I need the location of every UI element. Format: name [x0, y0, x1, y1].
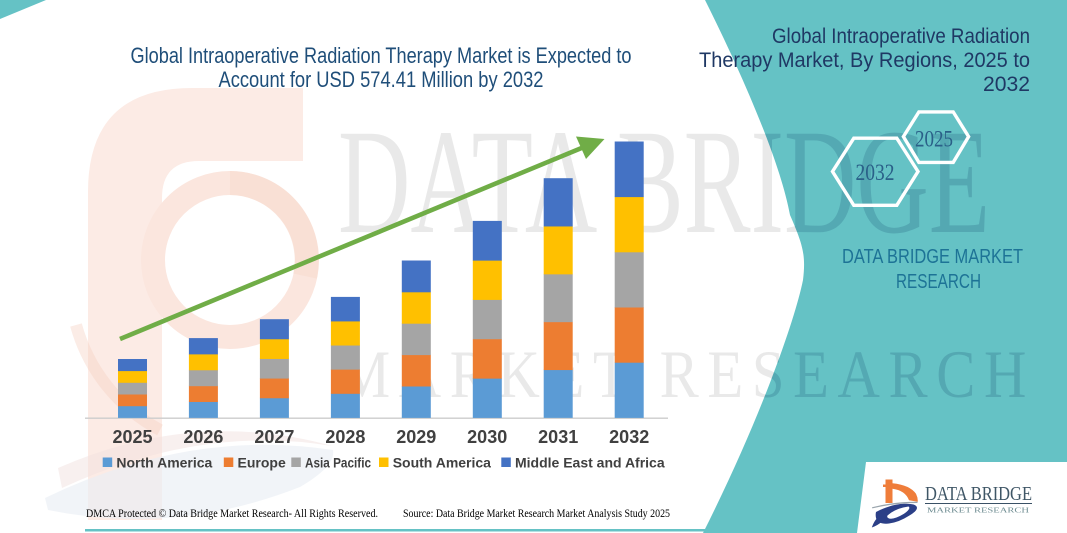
svg-text:2032: 2032 — [609, 427, 649, 447]
svg-text:RESEARCH: RESEARCH — [896, 270, 981, 293]
svg-text:Global Intraoperative Radiatio: Global Intraoperative Radiation — [772, 25, 1030, 48]
svg-text:2030: 2030 — [467, 427, 507, 447]
svg-text:Therapy Market, By Regions, 20: Therapy Market, By Regions, 2025 to — [699, 49, 1030, 72]
svg-text:South America: South America — [393, 455, 491, 471]
svg-text:2025: 2025 — [112, 427, 152, 447]
svg-text:2032: 2032 — [856, 160, 895, 185]
svg-text:2025: 2025 — [915, 127, 953, 152]
svg-text:MARKET RESEARCH: MARKET RESEARCH — [927, 507, 1029, 515]
svg-text:DATA BRIDGE: DATA BRIDGE — [925, 483, 1032, 505]
svg-text:Source: Data Bridge Market Res: Source: Data Bridge Market Research Mark… — [403, 508, 670, 520]
svg-text:North America: North America — [116, 455, 212, 471]
svg-text:2029: 2029 — [396, 427, 436, 447]
svg-text:Middle East and Africa: Middle East and Africa — [515, 455, 665, 471]
svg-text:Account for USD 574.41 Million: Account for USD 574.41 Million by 2032 — [219, 67, 544, 92]
svg-text:Asia Pacific: Asia Pacific — [305, 455, 371, 471]
svg-text:DATA BRIDGE MARKET: DATA BRIDGE MARKET — [842, 245, 1023, 268]
svg-text:DMCA Protected © Data Bridge M: DMCA Protected © Data Bridge Market Rese… — [86, 508, 378, 520]
svg-text:2027: 2027 — [254, 427, 294, 447]
svg-text:2028: 2028 — [325, 427, 365, 447]
svg-text:2032: 2032 — [983, 73, 1030, 96]
svg-text:Global Intraoperative Radiatio: Global Intraoperative Radiation Therapy … — [131, 43, 632, 68]
svg-text:Europe: Europe — [238, 455, 286, 471]
svg-text:2026: 2026 — [183, 427, 223, 447]
svg-text:2031: 2031 — [538, 427, 578, 447]
